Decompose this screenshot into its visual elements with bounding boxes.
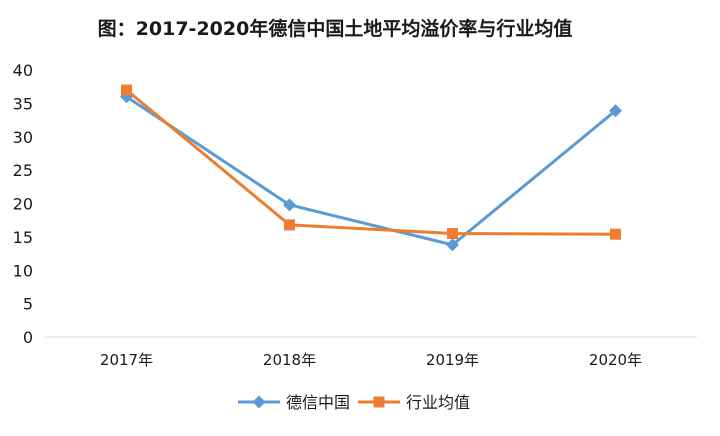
data-point-square: [284, 219, 295, 231]
y-tick-label: 5: [23, 295, 33, 314]
y-tick-label: 15: [13, 228, 33, 247]
legend-marker-square: [373, 396, 385, 408]
data-point-square: [610, 228, 621, 240]
legend-label: 行业均值: [406, 393, 470, 412]
series-line: [125, 95, 617, 247]
x-tick-label: 2019年: [426, 351, 479, 369]
y-tick-label: 35: [13, 94, 33, 113]
y-tick-label: 20: [13, 195, 33, 214]
series-line: [125, 88, 617, 236]
y-tick-label: 10: [13, 261, 33, 280]
y-tick-label: 25: [13, 161, 33, 180]
legend-marker-diamond: [252, 395, 266, 409]
x-tick-label: 2020年: [589, 351, 642, 369]
chart-title: 图：2017-2020年德信中国土地平均溢价率与行业均值: [98, 17, 573, 40]
y-tick-label: 0: [23, 328, 33, 347]
x-tick-label: 2017年: [100, 351, 153, 369]
data-point-diamond: [283, 198, 296, 212]
data-point-square: [447, 228, 458, 240]
y-tick-label: 40: [13, 61, 33, 80]
data-point-diamond: [446, 238, 459, 252]
legend-label: 德信中国: [286, 393, 350, 412]
data-point-square: [121, 84, 132, 96]
data-point-diamond: [609, 104, 622, 118]
x-tick-label: 2018年: [263, 351, 316, 369]
y-tick-label: 30: [13, 128, 33, 147]
